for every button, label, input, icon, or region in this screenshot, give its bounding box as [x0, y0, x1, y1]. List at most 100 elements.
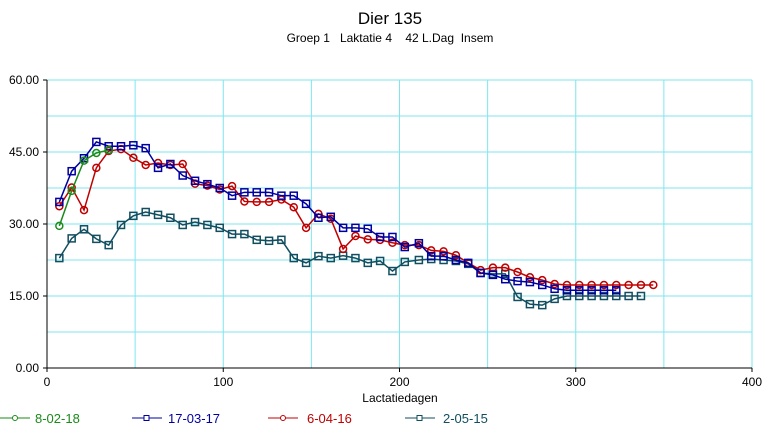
x-tick-label: 100	[213, 375, 233, 389]
x-tick-label: 0	[44, 375, 51, 389]
data-point	[129, 211, 138, 221]
data-point	[289, 191, 298, 200]
data-point	[351, 253, 360, 263]
data-point	[550, 284, 559, 294]
data-point	[79, 205, 89, 215]
data-point	[252, 188, 261, 197]
series-8-02-18	[55, 145, 113, 231]
data-point	[451, 255, 461, 265]
data-point	[636, 291, 646, 301]
data-point	[79, 225, 89, 234]
data-point	[513, 292, 522, 302]
data-point	[451, 250, 461, 260]
legend-label: 8-02-18	[35, 411, 80, 426]
data-point	[67, 186, 76, 196]
data-point	[388, 238, 397, 247]
data-point	[92, 234, 101, 244]
data-point	[289, 253, 298, 263]
data-point	[501, 269, 510, 279]
data-point	[439, 247, 448, 256]
data-point	[414, 255, 424, 265]
data-point	[92, 148, 101, 158]
data-point	[67, 166, 76, 176]
axes: 0.00 15.00 30.00 45.00 60.00 0 100 200 300 400	[9, 73, 762, 389]
y-tick-label: 0.00	[16, 361, 40, 375]
legend: 8-02-18 17-03-17 6-04-16 2-05-15	[0, 411, 488, 426]
data-point	[141, 143, 150, 153]
data-point	[178, 159, 187, 169]
data-point	[326, 212, 336, 222]
data-point	[575, 285, 584, 295]
data-point	[264, 197, 274, 207]
data-point	[92, 137, 101, 147]
grid	[47, 79, 753, 368]
y-tick-label: 30.00	[9, 217, 39, 231]
data-point	[463, 258, 473, 268]
data-point	[227, 191, 237, 200]
data-point	[375, 256, 385, 266]
data-point	[55, 201, 64, 211]
data-point	[92, 163, 101, 173]
data-point	[501, 263, 510, 272]
data-point	[439, 251, 448, 261]
data-point	[612, 291, 621, 301]
data-point	[203, 179, 212, 189]
data-point	[575, 291, 584, 301]
chart-title: Dier 135	[358, 9, 422, 28]
data-point	[55, 253, 64, 263]
data-point	[538, 275, 547, 285]
data-point	[587, 285, 596, 295]
data-point	[612, 285, 621, 295]
series-line	[58, 148, 654, 286]
series-layer	[55, 137, 658, 310]
legend-item: 8-02-18	[0, 411, 80, 426]
data-point	[587, 291, 596, 301]
legend-circle-icon	[280, 415, 286, 421]
data-point	[240, 188, 249, 197]
data-point	[264, 188, 274, 197]
data-point	[301, 223, 311, 233]
x-tick-label: 200	[389, 375, 409, 389]
data-point	[414, 238, 424, 248]
data-point	[649, 280, 658, 290]
data-point	[550, 294, 559, 304]
data-point	[166, 213, 175, 223]
x-axis-label: Lactatiedagen	[362, 391, 437, 405]
x-tick-label: 400	[742, 375, 762, 389]
data-point	[599, 291, 609, 301]
data-point	[488, 270, 498, 280]
data-point	[55, 197, 64, 207]
data-point	[636, 280, 646, 290]
series-line	[58, 211, 641, 306]
data-point	[587, 280, 596, 290]
data-point	[599, 280, 609, 290]
data-point	[538, 280, 547, 290]
data-point	[104, 240, 113, 250]
data-point	[301, 199, 311, 209]
data-point	[252, 235, 261, 245]
data-point	[363, 258, 373, 268]
series-line	[58, 141, 617, 291]
data-point	[363, 224, 373, 234]
data-point	[178, 171, 187, 180]
data-point	[525, 273, 535, 282]
data-point	[351, 223, 360, 233]
data-point	[215, 223, 224, 233]
data-point	[538, 300, 547, 310]
data-point	[264, 236, 274, 246]
data-point	[525, 277, 535, 287]
legend-item: 2-05-15	[405, 411, 488, 426]
data-point	[314, 251, 323, 261]
data-point	[153, 210, 163, 220]
data-point	[400, 242, 410, 252]
legend-label: 2-05-15	[443, 411, 488, 426]
chart-subtitle: Groep 1 Laktatie 4 42 L.Dag Insem	[287, 31, 494, 45]
data-point	[79, 156, 89, 165]
data-point	[178, 220, 187, 230]
data-point	[375, 232, 385, 242]
data-point	[513, 276, 522, 286]
data-point	[525, 299, 535, 309]
y-tick-label: 45.00	[9, 145, 39, 159]
y-tick-label: 60.00	[9, 73, 39, 87]
